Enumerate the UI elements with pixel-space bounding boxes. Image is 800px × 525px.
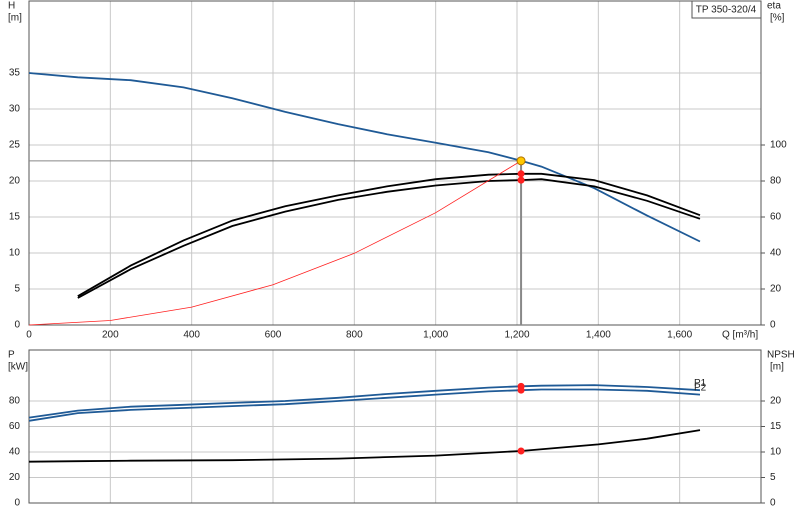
x-tick-label: 200 — [102, 330, 119, 341]
y-tick-label: 15 — [9, 212, 21, 223]
y2-tick-label: 0 — [770, 498, 776, 509]
y2-tick-label: 60 — [770, 212, 782, 223]
x-tick-label: 1,200 — [504, 330, 529, 341]
y-axis-unit: [m] — [8, 13, 22, 24]
chart-title: TP 350-320/4 — [696, 5, 757, 16]
operating-point — [517, 386, 525, 394]
y2-tick-label: 20 — [770, 396, 782, 407]
x-tick-label: 1,400 — [586, 330, 611, 341]
plot-frame — [28, 0, 762, 326]
y2-tick-label: 80 — [770, 176, 782, 187]
y-tick-label: 30 — [9, 104, 21, 115]
y-tick-label: 40 — [9, 447, 21, 458]
series-line — [28, 388, 701, 422]
y-tick-label: 35 — [9, 68, 21, 79]
x-tick-label: 600 — [265, 330, 282, 341]
y-axis-unit: [kW] — [8, 362, 28, 373]
y-axis-label: H — [8, 1, 15, 12]
y-tick-label: 20 — [9, 472, 21, 483]
series-line — [28, 72, 701, 243]
y-tick-label: 10 — [9, 248, 21, 259]
title-box — [691, 0, 762, 19]
x-axis-label: Q [m³/h] — [722, 330, 758, 341]
operating-point — [517, 447, 525, 455]
series-line — [28, 384, 701, 419]
y2-tick-label: 40 — [770, 248, 782, 259]
y2-axis-unit: [m] — [770, 362, 784, 373]
series-label: P1 — [694, 378, 707, 389]
x-tick-label: 400 — [183, 330, 200, 341]
x-tick-label: 0 — [26, 330, 32, 341]
y2-tick-label: 10 — [770, 447, 782, 458]
y2-tick-label: 5 — [770, 472, 776, 483]
y2-tick-label: 15 — [770, 421, 782, 432]
y-tick-label: 25 — [9, 140, 21, 151]
y2-tick-label: 20 — [770, 284, 782, 295]
y-tick-label: 20 — [9, 176, 21, 187]
y-tick-label: 0 — [14, 498, 20, 509]
series-line — [28, 429, 701, 463]
y-tick-label: 0 — [14, 320, 20, 331]
y2-axis-label: eta — [767, 1, 781, 12]
series-line — [28, 160, 522, 326]
duty-point — [516, 156, 526, 166]
series-label: P2 — [694, 382, 707, 393]
plot-frame — [28, 349, 762, 504]
x-tick-label: 800 — [346, 330, 363, 341]
y-tick-label: 5 — [14, 284, 20, 295]
x-tick-label: 1,000 — [423, 330, 448, 341]
y-axis-label: P — [8, 350, 15, 361]
series-line — [77, 172, 701, 297]
y-tick-label: 80 — [9, 396, 21, 407]
y2-axis-label: NPSH — [767, 350, 795, 361]
x-tick-label: 1,600 — [667, 330, 692, 341]
operating-point — [517, 170, 525, 178]
operating-point — [517, 176, 525, 184]
y2-tick-label: 100 — [770, 140, 787, 151]
y2-axis-unit: [%] — [770, 13, 785, 24]
y2-tick-label: 0 — [770, 320, 776, 331]
y-tick-label: 60 — [9, 421, 21, 432]
series-line — [77, 178, 701, 299]
